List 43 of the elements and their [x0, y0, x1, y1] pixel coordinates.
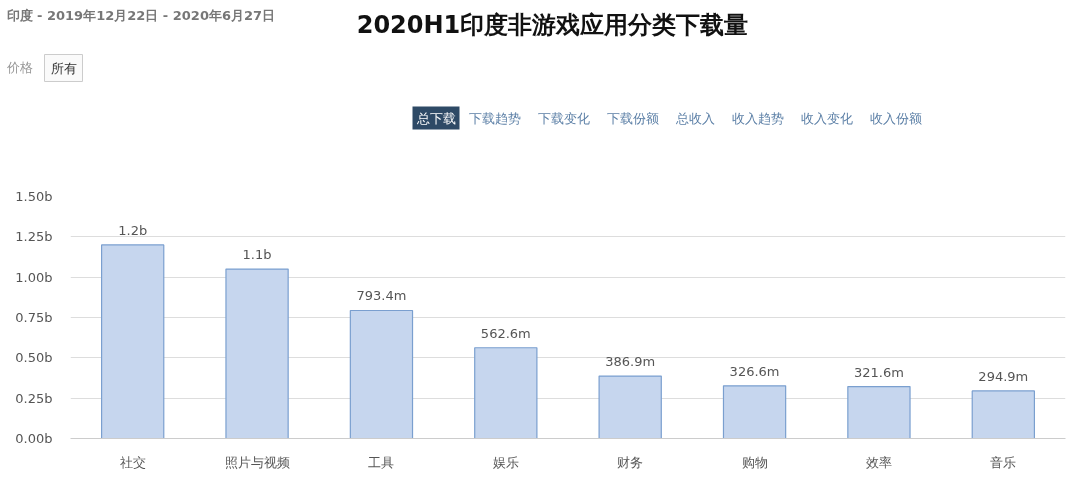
bar	[598, 375, 662, 439]
bar	[722, 385, 787, 439]
x-tick-label: 娱乐	[492, 454, 519, 470]
chart-title: 2020H1印度非游戏应用分类下载量	[356, 10, 749, 39]
bar	[349, 309, 414, 439]
bar	[971, 390, 1036, 439]
y-tick-label: 0.75b	[15, 310, 53, 325]
x-tick-label: 效率	[865, 454, 892, 470]
x-tick-label: 财务	[617, 454, 644, 470]
y-tick-label: 1.25b	[15, 229, 53, 245]
text: 下载趋势	[468, 110, 521, 126]
bar	[100, 244, 165, 439]
y-tick-label: 0.50b	[15, 350, 53, 366]
data-label: 326.6m	[729, 363, 780, 379]
data-label: 562.6m	[480, 325, 531, 341]
y-tick-label: 0.25b	[15, 390, 53, 406]
bar	[225, 268, 289, 439]
data-label: 386.9m	[605, 354, 656, 370]
x-tick-label: 购物	[741, 454, 768, 470]
text: 总收入	[674, 110, 715, 126]
y-tick-label: 0.00b	[15, 431, 53, 446]
chart-subtitle: 印度 - 2019年12月22日 - 2020年6月27日	[6, 7, 276, 23]
data-label: 1.1b	[242, 247, 272, 263]
bar	[474, 347, 538, 439]
y-tick-label: 1.00b	[15, 269, 53, 285]
data-label: 294.9m	[978, 368, 1029, 384]
text: 总下载	[415, 110, 456, 126]
x-tick-label: 音乐	[990, 454, 1017, 470]
bar	[847, 386, 911, 439]
text: 价格	[5, 59, 33, 75]
text: 下载份额	[606, 110, 659, 126]
x-tick-label: 社交	[119, 454, 146, 470]
text: 收入趋势	[731, 110, 784, 126]
x-tick-label: 工具	[368, 454, 395, 470]
text: 收入份额	[869, 110, 922, 126]
text: 下载变化	[537, 110, 590, 126]
data-label: 321.6m	[854, 364, 904, 380]
x-tick-label: 照片与视频	[224, 454, 290, 470]
data-label: 793.4m	[356, 288, 407, 304]
data-label: 1.2b	[118, 222, 148, 238]
text: 收入变化	[800, 110, 853, 126]
y-tick-label: 1.50b	[15, 189, 53, 204]
text: 所有	[50, 60, 77, 76]
